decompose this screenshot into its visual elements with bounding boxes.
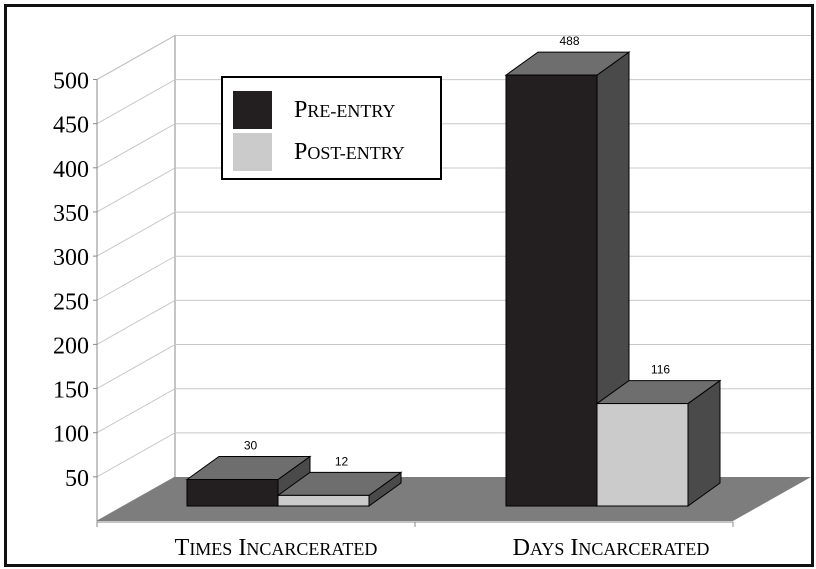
bar-pre-entry-0 — [185, 455, 312, 507]
legend-label: PRE-ENTRY — [294, 97, 395, 123]
bar-front — [596, 403, 689, 507]
gridline-side — [96, 299, 176, 345]
bar-post-entry-1 — [595, 379, 722, 507]
gridlines — [96, 35, 811, 478]
y-tick-label: 350 — [53, 201, 89, 227]
bar-front — [277, 494, 370, 507]
gridline-side — [96, 79, 176, 125]
data-label: 12 — [335, 454, 349, 468]
bar-front — [505, 74, 598, 507]
legend-swatch — [233, 91, 272, 129]
y-tick-label: 450 — [53, 113, 89, 139]
y-tick-label: 500 — [53, 69, 89, 95]
bar-front — [186, 479, 279, 507]
data-label: 488 — [559, 34, 579, 48]
legend: PRE-ENTRY POST-ENTRY — [221, 76, 442, 180]
data-label: 30 — [244, 439, 258, 453]
legend-label: POST-ENTRY — [294, 139, 405, 165]
data-labels: 30 12 488 116 — [244, 34, 671, 468]
y-tick-label: 300 — [53, 245, 89, 271]
bar-post-entry-0 — [276, 471, 403, 507]
gridline-side — [96, 344, 176, 389]
gridline-side — [96, 255, 176, 301]
y-tick-label: 400 — [53, 157, 89, 183]
gridline-side — [96, 167, 176, 213]
x-tick-label: DAYS INCARCERATED — [513, 535, 710, 561]
bars — [185, 51, 722, 507]
y-tick-label: 200 — [53, 333, 89, 359]
x-tick-label: TIMES INCARCERATED — [175, 535, 378, 561]
legend-swatch — [233, 133, 272, 171]
data-label: 116 — [651, 363, 670, 377]
x-axis: TIMES INCARCERATED DAYS INCARCERATED — [96, 522, 734, 561]
y-tick-label: 150 — [53, 378, 89, 404]
y-tick-label: 50 — [65, 466, 89, 492]
y-tick-label: 100 — [53, 422, 89, 448]
bar-pre-entry-1 — [504, 51, 631, 507]
y-axis: 50 100 150 200 250 300 350 400 450 500 — [53, 69, 98, 521]
gridline-side — [96, 388, 176, 434]
gridline-side — [96, 211, 176, 257]
gridline-side — [96, 432, 176, 478]
gridline-side — [96, 35, 176, 80]
y-tick-label: 250 — [53, 289, 89, 315]
gridline-side — [96, 123, 176, 169]
